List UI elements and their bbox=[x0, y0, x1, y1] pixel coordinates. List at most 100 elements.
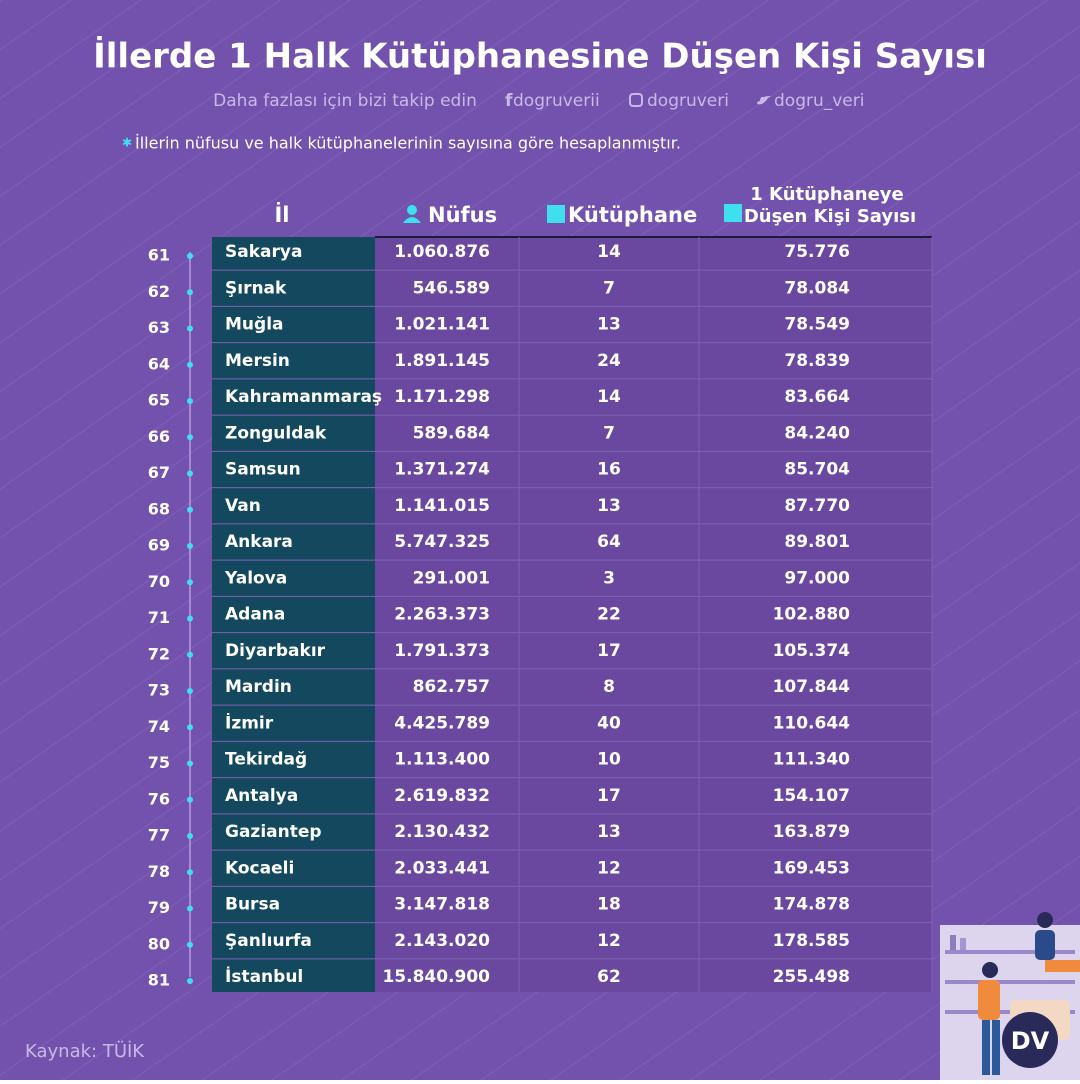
rank: 74 bbox=[148, 717, 170, 736]
city: Yalova bbox=[224, 568, 287, 588]
col-head: İl bbox=[274, 202, 289, 227]
city: İstanbul bbox=[225, 965, 303, 987]
col-head: Düşen Kişi Sayısı bbox=[744, 206, 916, 227]
rank-dot bbox=[187, 398, 193, 404]
population: 291.001 bbox=[413, 568, 490, 588]
rank: 81 bbox=[148, 971, 170, 990]
rank-dot bbox=[187, 760, 193, 767]
title: İllerde 1 Halk Kütüphanesine Düşen Kişi … bbox=[93, 36, 987, 77]
rank-dot bbox=[187, 579, 193, 586]
rank-dot bbox=[187, 724, 193, 731]
population: 3.147.818 bbox=[394, 895, 490, 915]
rank: 64 bbox=[148, 354, 170, 373]
rank: 72 bbox=[148, 644, 170, 663]
libraries: 18 bbox=[597, 895, 621, 915]
col-head: Kütüphane bbox=[568, 203, 697, 227]
population: 4.425.789 bbox=[394, 713, 490, 733]
libraries: 14 bbox=[597, 387, 621, 407]
libraries: 12 bbox=[597, 858, 621, 878]
population: 1.021.141 bbox=[394, 315, 490, 335]
population: 1.891.145 bbox=[394, 351, 490, 371]
rank-dot bbox=[187, 905, 193, 912]
asterisk: ✱ bbox=[122, 136, 132, 150]
libraries: 13 bbox=[597, 822, 621, 842]
city: Gaziantep bbox=[225, 822, 322, 842]
population: 1.060.876 bbox=[394, 242, 490, 262]
population: 862.757 bbox=[413, 677, 490, 697]
person-icon bbox=[407, 205, 417, 215]
rank: 76 bbox=[148, 789, 170, 808]
rank: 68 bbox=[148, 499, 170, 518]
city: Sakarya bbox=[225, 242, 302, 262]
libraries: 62 bbox=[597, 967, 621, 987]
illustration: DV bbox=[940, 912, 1080, 1080]
per-library: 110.644 bbox=[773, 713, 851, 733]
libraries: 16 bbox=[597, 460, 621, 480]
city: Muğla bbox=[225, 315, 284, 335]
rank-dot bbox=[187, 651, 193, 658]
rank-dot bbox=[187, 869, 193, 876]
rank-dot bbox=[187, 361, 193, 368]
rank-dot bbox=[187, 688, 193, 694]
per-library: 102.880 bbox=[773, 605, 851, 625]
rank: 63 bbox=[148, 318, 170, 337]
rank: 80 bbox=[148, 934, 170, 953]
population: 15.840.900 bbox=[382, 967, 490, 987]
rank: 65 bbox=[148, 391, 170, 410]
city: Bursa bbox=[225, 895, 280, 915]
libraries: 64 bbox=[597, 532, 621, 552]
city: Mersin bbox=[225, 351, 290, 371]
city: Diyarbakır bbox=[225, 641, 326, 661]
rank-dot bbox=[187, 796, 193, 803]
per-library: 78.549 bbox=[784, 315, 850, 335]
per-library: 169.453 bbox=[773, 858, 850, 878]
city: Kocaeli bbox=[225, 858, 294, 878]
per-library: 78.084 bbox=[784, 278, 850, 298]
rank: 77 bbox=[148, 826, 170, 845]
per-library: 75.776 bbox=[784, 242, 850, 262]
rank: 79 bbox=[148, 898, 170, 917]
population: 1.371.274 bbox=[394, 460, 490, 480]
libraries: 8 bbox=[603, 677, 615, 697]
population: 1.141.015 bbox=[394, 496, 490, 516]
ig-icon bbox=[629, 93, 643, 107]
per-library: 154.107 bbox=[773, 786, 850, 806]
rank-dot bbox=[187, 470, 193, 477]
rank-dot bbox=[187, 615, 193, 622]
rank-dot bbox=[187, 325, 193, 332]
per-library: 178.585 bbox=[773, 931, 850, 951]
per-library: 107.844 bbox=[773, 677, 851, 697]
population: 1.171.298 bbox=[394, 387, 490, 407]
libraries: 3 bbox=[603, 568, 615, 588]
per-library: 174.878 bbox=[773, 895, 850, 915]
table-body bbox=[375, 237, 932, 992]
instagram: dogruveri bbox=[647, 91, 729, 111]
rank: 62 bbox=[148, 282, 170, 301]
population: 546.589 bbox=[413, 278, 490, 298]
city: Tekirdağ bbox=[225, 750, 307, 770]
rank-dot bbox=[187, 978, 193, 984]
follow: Daha fazlası için bizi takip edin bbox=[213, 91, 477, 111]
city: Ankara bbox=[225, 532, 293, 552]
rank-dot bbox=[187, 289, 193, 296]
per-library: 163.879 bbox=[773, 822, 850, 842]
libraries: 14 bbox=[597, 242, 621, 262]
facebook: dogruverii bbox=[513, 91, 600, 111]
libraries: 17 bbox=[597, 641, 621, 661]
population: 2.130.432 bbox=[394, 822, 490, 842]
rank-dot bbox=[187, 543, 193, 549]
rank: 66 bbox=[148, 427, 170, 446]
libraries: 40 bbox=[597, 713, 621, 733]
rank-dot bbox=[187, 833, 193, 839]
population: 2.619.832 bbox=[394, 786, 490, 806]
libraries: 17 bbox=[597, 786, 621, 806]
city: Samsun bbox=[225, 460, 301, 480]
rank: 70 bbox=[148, 572, 170, 591]
rank: 71 bbox=[148, 608, 170, 627]
city: Kahramanmaraş bbox=[225, 387, 382, 407]
libraries: 7 bbox=[603, 278, 615, 298]
population: 5.747.325 bbox=[394, 532, 490, 552]
population: 2.263.373 bbox=[394, 605, 490, 625]
